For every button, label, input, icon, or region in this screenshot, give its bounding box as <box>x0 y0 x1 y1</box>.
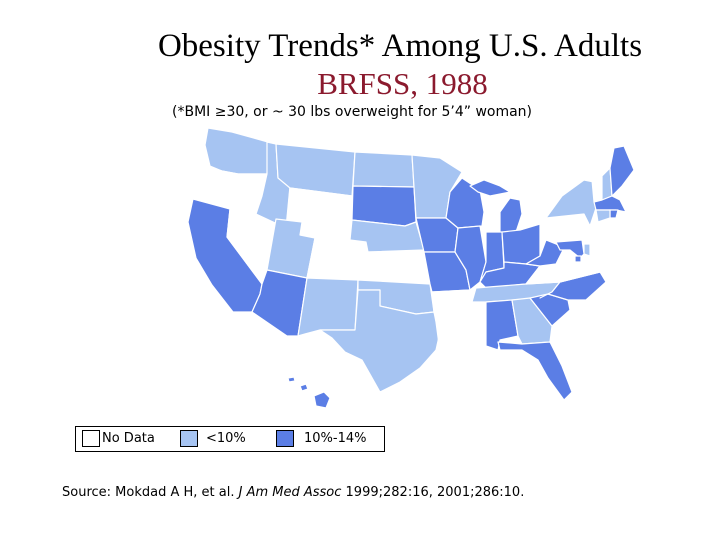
state-NJ <box>581 221 593 247</box>
legend-label-lt10: <10% <box>206 431 246 446</box>
state-MI <box>499 197 523 235</box>
state-CT <box>595 209 611 223</box>
state-FL <box>497 341 573 401</box>
state-DE <box>583 243 591 257</box>
state-DC <box>574 255 582 263</box>
chart-subtitle: BRFSS, 1988 <box>317 66 488 101</box>
bmi-note: (*BMI ≥30, or ~ 30 lbs overweight for 5’… <box>172 104 533 120</box>
state-NE <box>349 219 425 253</box>
chart-title: Obesity Trends* Among U.S. Adults <box>157 28 643 64</box>
state-WI <box>445 177 485 229</box>
state-HI-2 <box>299 383 309 392</box>
state-TX <box>319 289 441 393</box>
state-KS <box>365 251 431 285</box>
source-suffix: 1999;282:16, 2001;286:10. <box>341 485 525 500</box>
legend-label-10to14: 10%-14% <box>304 431 367 446</box>
source-journal: J Am Med Assoc <box>238 485 342 500</box>
state-CO <box>306 237 369 281</box>
state-VT <box>591 175 603 203</box>
legend-swatch-10to14 <box>276 430 294 447</box>
state-MI-upper <box>469 179 511 197</box>
legend-swatch-lt10 <box>180 430 198 447</box>
state-HI <box>313 391 331 409</box>
state-SD <box>351 185 417 227</box>
source-prefix: Source: Mokdad A H, et al. <box>62 485 239 500</box>
legend: No Data <10% 10%-14% <box>75 426 385 452</box>
state-RI <box>609 209 619 219</box>
state-WA <box>204 127 269 175</box>
legend-swatch-no-data <box>82 430 100 447</box>
state-SC <box>529 293 571 327</box>
state-ME <box>609 145 635 197</box>
state-HI-3 <box>287 376 296 383</box>
state-ND <box>352 151 415 188</box>
state-NM <box>297 277 359 337</box>
state-NC <box>539 271 607 301</box>
legend-label-no-data: No Data <box>102 431 155 446</box>
state-shapes <box>91 127 635 413</box>
state-IL <box>454 225 487 291</box>
state-AK <box>91 295 213 413</box>
source-citation: Source: Mokdad A H, et al. J Am Med Asso… <box>62 485 524 500</box>
